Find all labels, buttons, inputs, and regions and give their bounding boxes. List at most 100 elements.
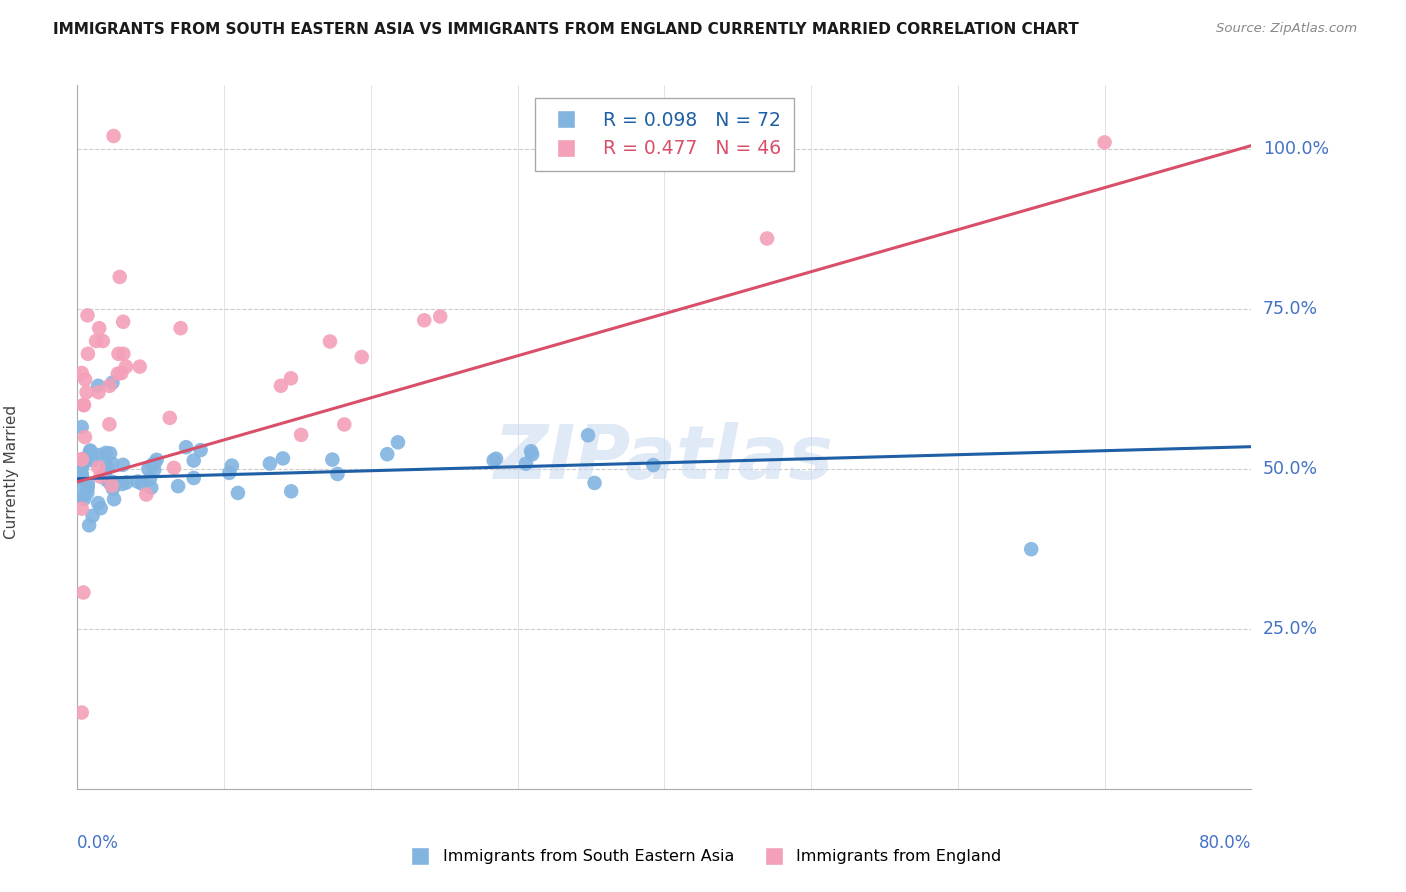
Point: [482, 453, 505, 467]
Point: [108, 269, 131, 284]
Point: [76, 309, 98, 323]
Point: [127, 475, 149, 489]
Point: [73, 491, 96, 506]
Point: [218, 466, 240, 480]
Point: [169, 321, 191, 335]
Point: [87, 496, 110, 510]
Text: 100.0%: 100.0%: [1263, 140, 1329, 158]
Point: [77, 449, 100, 463]
Text: 0.0%: 0.0%: [77, 834, 120, 852]
Point: [89, 321, 111, 335]
Point: [429, 310, 451, 324]
Point: [82, 453, 104, 467]
Point: [75, 455, 97, 469]
Text: ZIPatlas: ZIPatlas: [495, 422, 834, 495]
Point: [70, 420, 93, 434]
Point: [89, 448, 111, 462]
Text: 80.0%: 80.0%: [1199, 834, 1251, 852]
Point: [70, 477, 93, 491]
Point: [70, 467, 93, 482]
Text: 25.0%: 25.0%: [1263, 620, 1319, 639]
Point: [98, 446, 121, 460]
Point: [159, 410, 181, 425]
Text: 50.0%: 50.0%: [1263, 460, 1319, 478]
Point: [98, 417, 121, 432]
Point: [319, 334, 342, 349]
Point: [73, 398, 96, 412]
Point: [70, 452, 93, 467]
Point: [111, 458, 134, 472]
Point: [70, 468, 93, 483]
Point: [643, 458, 665, 472]
Point: [101, 482, 124, 496]
Point: [515, 457, 537, 471]
Point: [96, 473, 118, 487]
Text: Source: ZipAtlas.com: Source: ZipAtlas.com: [1216, 22, 1357, 36]
Point: [110, 366, 132, 380]
Point: [76, 476, 98, 491]
Point: [226, 486, 249, 500]
Point: [183, 471, 205, 485]
Point: [115, 359, 138, 374]
Point: [141, 481, 163, 495]
Point: [520, 447, 543, 461]
Point: [100, 478, 122, 492]
Point: [583, 475, 606, 490]
Point: [280, 371, 302, 385]
Point: [112, 315, 135, 329]
Point: [101, 376, 124, 390]
Point: [128, 359, 150, 374]
Text: Currently Married: Currently Married: [4, 405, 18, 540]
Point: [76, 480, 98, 494]
Legend: Immigrants from South Eastern Asia, Immigrants from England: Immigrants from South Eastern Asia, Immi…: [398, 843, 1008, 871]
Point: [1019, 542, 1042, 557]
Point: [77, 518, 100, 533]
Point: [96, 459, 118, 474]
Point: [77, 347, 100, 361]
Point: [70, 458, 93, 473]
Point: [174, 440, 197, 454]
Point: [70, 366, 93, 380]
Point: [280, 484, 302, 499]
Point: [91, 334, 114, 348]
Point: [107, 347, 129, 361]
Point: [1094, 136, 1116, 150]
Point: [375, 447, 398, 461]
Point: [136, 462, 159, 476]
Point: [80, 444, 103, 458]
Point: [520, 444, 543, 458]
Point: [94, 466, 117, 480]
Point: [98, 476, 121, 491]
Point: [107, 367, 129, 381]
Point: [145, 452, 167, 467]
Point: [76, 485, 98, 500]
Point: [101, 475, 124, 489]
Point: [259, 457, 281, 471]
Point: [485, 451, 508, 466]
Point: [82, 508, 104, 523]
Point: [143, 456, 166, 470]
Point: [326, 467, 349, 481]
Point: [84, 334, 107, 348]
Point: [143, 463, 166, 477]
Point: [576, 428, 599, 442]
Point: [131, 476, 153, 491]
Point: [183, 453, 205, 467]
Point: [290, 428, 312, 442]
Point: [135, 487, 157, 501]
Point: [756, 231, 779, 245]
Point: [70, 501, 93, 516]
Point: [73, 430, 96, 444]
Point: [387, 435, 409, 450]
Point: [321, 452, 343, 467]
Point: [70, 461, 93, 475]
Point: [72, 585, 94, 599]
Point: [413, 313, 436, 327]
Point: [350, 350, 373, 364]
Point: [87, 460, 110, 475]
Point: [100, 456, 122, 470]
Point: [79, 443, 101, 458]
Point: [87, 379, 110, 393]
Point: [87, 385, 110, 400]
Text: 75.0%: 75.0%: [1263, 300, 1319, 318]
